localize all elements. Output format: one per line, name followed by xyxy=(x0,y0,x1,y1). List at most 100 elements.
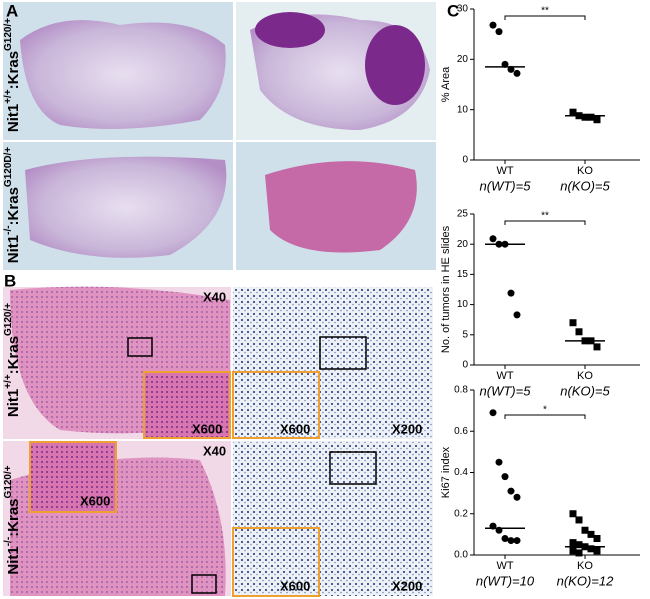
y-tick-label: 0.4 xyxy=(454,467,468,478)
inset xyxy=(143,371,231,439)
n-label: n(KO)=12 xyxy=(557,573,614,588)
y-axis-label: No. of tumors in HE slides xyxy=(440,225,452,353)
data-point xyxy=(501,60,509,68)
data-point xyxy=(569,510,577,518)
data-point xyxy=(581,337,589,345)
data-point xyxy=(581,543,589,551)
data-point xyxy=(569,539,577,547)
panel-a-images xyxy=(3,2,436,270)
data-point xyxy=(575,549,583,557)
zoom-box xyxy=(127,337,153,357)
significance: ** xyxy=(541,211,549,222)
data-point xyxy=(495,458,503,466)
data-point xyxy=(489,235,497,243)
significance-bracket xyxy=(504,414,586,419)
y-axis-label: % Area xyxy=(440,66,452,102)
data-point xyxy=(587,113,595,121)
panel-label: B xyxy=(4,271,16,290)
magnification: X200 xyxy=(392,578,422,593)
magnification: X40 xyxy=(203,289,226,304)
data-point xyxy=(507,289,515,297)
genotype-part: :Kras xyxy=(5,51,22,89)
magnification: X200 xyxy=(392,421,422,436)
data-point xyxy=(569,547,577,555)
x-tick-label: KO xyxy=(577,370,593,382)
lung-section xyxy=(20,20,226,129)
data-point xyxy=(569,108,577,116)
n-label: n(KO)=5 xyxy=(560,383,610,398)
y-tick-label: 0.0 xyxy=(454,550,468,561)
data-point xyxy=(587,337,595,345)
genotype-part: Nit1 xyxy=(5,546,22,574)
data-point xyxy=(489,522,497,530)
zoom-box xyxy=(191,574,217,594)
n-label: n(WT)=5 xyxy=(480,178,532,193)
panel-label: A xyxy=(6,1,18,20)
data-point xyxy=(495,28,503,36)
genotype-part: G120/+ xyxy=(3,303,14,336)
genotype-part: +/+ xyxy=(3,374,14,389)
data-point xyxy=(587,545,595,553)
magnification: X600 xyxy=(280,421,310,436)
lung-section xyxy=(25,156,227,258)
genotype-part: :Kras xyxy=(5,187,22,225)
data-point xyxy=(501,535,509,542)
panel-label: C xyxy=(447,1,459,20)
inset xyxy=(29,441,117,513)
inset xyxy=(232,527,320,597)
data-point xyxy=(501,473,509,481)
data-point xyxy=(501,240,509,248)
y-tick-label: 10 xyxy=(457,299,469,310)
y-tick-label: 20 xyxy=(457,239,469,250)
data-point xyxy=(575,112,583,120)
x-tick-label: WT xyxy=(496,165,513,177)
data-point xyxy=(507,65,515,73)
y-tick-label: 0.2 xyxy=(454,508,468,519)
significance-bracket xyxy=(504,15,586,20)
y-tick-label: 0 xyxy=(462,360,468,371)
inset xyxy=(232,371,320,439)
data-point xyxy=(489,409,497,417)
genotype-part: Nit1 xyxy=(5,104,22,132)
data-point xyxy=(495,240,503,248)
data-point xyxy=(593,343,601,351)
y-tick-label: 0.6 xyxy=(454,426,468,437)
zoom-box xyxy=(329,451,377,485)
genotype-part: -/- xyxy=(3,537,14,546)
data-point xyxy=(593,535,601,542)
y-tick-label: 5 xyxy=(462,329,468,340)
genotype-part: G120/+ xyxy=(3,465,14,498)
magnification: X600 xyxy=(192,421,222,436)
y-tick-label: 10 xyxy=(457,104,469,115)
n-label: n(WT)=5 xyxy=(480,383,532,398)
y-tick-label: 15 xyxy=(457,269,469,280)
y-tick-label: 30 xyxy=(457,4,469,15)
x-tick-label: WT xyxy=(496,370,513,382)
panel-b-images xyxy=(3,286,433,597)
magnification: X40 xyxy=(203,443,226,458)
y-tick-label: 0 xyxy=(462,155,468,166)
y-tick-label: 25 xyxy=(457,209,469,220)
data-point xyxy=(575,541,583,549)
n-label: n(WT)=10 xyxy=(476,573,535,588)
y-tick-label: 20 xyxy=(457,54,469,65)
genotype-part: :Kras xyxy=(5,336,22,374)
genotype-part: :Kras xyxy=(5,498,22,536)
genotype-part: +/+ xyxy=(3,89,14,104)
significance: * xyxy=(543,405,547,416)
magnification: X600 xyxy=(280,578,310,593)
n-label: n(KO)=5 xyxy=(560,178,610,193)
genotype-label: Nit1+/+:KrasG120/+ xyxy=(3,303,22,417)
data-point xyxy=(575,516,583,524)
magnification: X600 xyxy=(80,493,110,508)
data-point xyxy=(513,69,521,77)
x-tick-label: KO xyxy=(577,165,593,177)
data-point xyxy=(593,547,601,555)
tumor xyxy=(255,12,325,48)
genotype-label: Nit1+/+:KrasG120/+ xyxy=(3,18,22,132)
y-axis-label: Ki67 index xyxy=(440,446,452,498)
data-point xyxy=(507,537,515,545)
data-point xyxy=(569,319,577,327)
genotype-part: Nit1 xyxy=(5,235,22,263)
